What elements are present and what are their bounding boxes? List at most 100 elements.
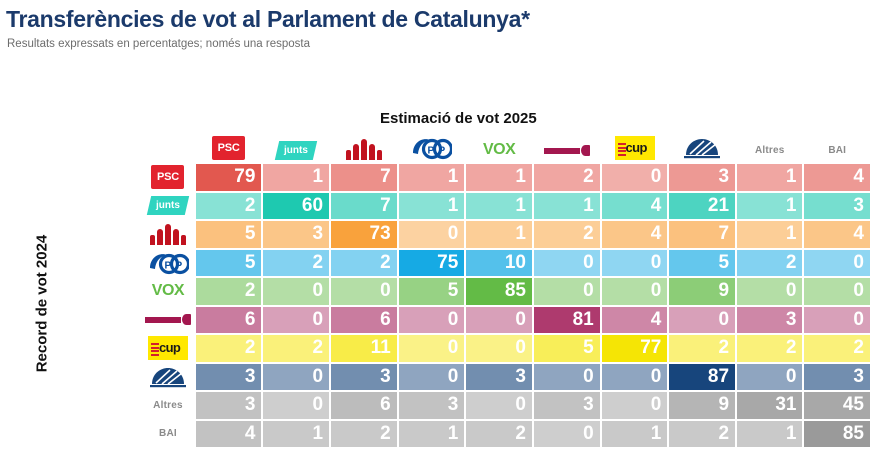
matrix-cell: 85	[804, 420, 870, 447]
matrix-cell: 3	[737, 306, 803, 333]
matrix-cell: 3	[195, 363, 262, 390]
matrix-cell: 73	[331, 221, 397, 248]
matrix-cell: 4	[601, 306, 668, 333]
altres-header-label: Altres	[153, 399, 183, 411]
matrix-cell: 2	[195, 192, 262, 219]
column-header-bai: BAI	[804, 132, 870, 162]
matrix-cell: 1	[737, 192, 803, 219]
matrix-cell: 0	[263, 392, 330, 419]
matrix-cell: 2	[263, 335, 330, 362]
matrix-cell: 0	[398, 306, 465, 333]
corner-cell	[142, 132, 194, 162]
row-header-vox: VOX	[142, 278, 194, 305]
row-header-comuns	[142, 307, 194, 334]
svg-text:P: P	[428, 146, 435, 157]
matrix-cell: 0	[398, 363, 465, 390]
matrix-cell: 4	[601, 192, 668, 219]
matrix-cell: 3	[331, 363, 397, 390]
matrix-cell: 2	[669, 420, 736, 447]
column-header-ac	[669, 132, 735, 162]
matrix-cell: 0	[263, 278, 330, 305]
matrix-cell: 1	[466, 164, 532, 191]
matrix-row: 3 0 3 0 3 0 0 87 0 3	[142, 363, 870, 390]
matrix-cell: 0	[466, 392, 532, 419]
column-header-erc	[331, 132, 397, 162]
matrix-cell: 3	[804, 192, 870, 219]
matrix-cell: 0	[601, 278, 668, 305]
matrix-cell: 0	[466, 335, 532, 362]
vox-logo-icon: VOX	[151, 282, 185, 300]
matrix-cell: 1	[601, 420, 668, 447]
matrix-cell: 1	[737, 420, 803, 447]
matrix-cell: 1	[263, 420, 330, 447]
matrix-cell: 9	[669, 278, 736, 305]
matrix-cell: 21	[669, 192, 736, 219]
matrix-cell: 5	[534, 335, 600, 362]
matrix-row: 5 3 73 0 1 2 4 7 1 4	[142, 221, 870, 248]
row-header-cup: cup	[142, 335, 194, 362]
matrix-row: P P 5 2 2 75 10 0 0 5 2 0	[142, 249, 870, 276]
matrix-cell: 2	[804, 335, 870, 362]
matrix-cell: 0	[534, 278, 600, 305]
matrix-cell: 3	[263, 221, 330, 248]
svg-text:P: P	[175, 260, 182, 271]
matrix-cell: 2	[195, 335, 262, 362]
matrix-cell: 3	[398, 392, 465, 419]
matrix-cell: 77	[601, 335, 668, 362]
matrix-cell: 7	[331, 164, 397, 191]
svg-text:P: P	[439, 146, 446, 157]
matrix-cell: 0	[398, 221, 465, 248]
matrix-cell: 0	[331, 278, 397, 305]
matrix-cell: 6	[331, 306, 397, 333]
matrix-cell: 1	[398, 164, 465, 191]
matrix-cell: 2	[534, 221, 600, 248]
matrix-cell: 87	[669, 363, 736, 390]
matrix-body: PSC 79 1 7 1 1 2 0 3 1 4 junts 2 60 7 1 1 1 4 21 1 3 5 3 73 0 1 2 4 7…	[142, 164, 870, 447]
matrix-cell: 2	[195, 278, 262, 305]
matrix-cell: 75	[398, 249, 465, 276]
alianca-catalana-logo-icon	[146, 365, 190, 389]
matrix-cell: 0	[534, 420, 600, 447]
matrix-cell: 4	[804, 164, 870, 191]
matrix-cell: 4	[804, 221, 870, 248]
junts-logo-icon: junts	[146, 196, 190, 216]
bai-header-label: BAI	[159, 428, 177, 440]
comuns-logo-icon	[543, 143, 590, 159]
matrix-cell: 5	[669, 249, 736, 276]
matrix-cell: 0	[601, 249, 668, 276]
column-header-comuns	[534, 132, 600, 162]
column-header-vox: VOX	[466, 132, 532, 162]
matrix-cell: 5	[195, 249, 262, 276]
matrix-cell: 5	[195, 221, 262, 248]
matrix-cell: 4	[601, 221, 668, 248]
bai-header-label: BAI	[828, 145, 847, 157]
matrix-cell: 81	[534, 306, 600, 333]
matrix-row: Altres 3 0 6 3 0 3 0 9 31 45	[142, 392, 870, 419]
matrix-cell: 0	[804, 249, 870, 276]
matrix-cell: 2	[534, 164, 600, 191]
alianca-catalana-logo-icon	[680, 136, 724, 160]
matrix-cell: 0	[804, 306, 870, 333]
matrix-cell: 3	[534, 392, 600, 419]
matrix-cell: 0	[601, 164, 668, 191]
matrix-cell: 2	[737, 335, 803, 362]
matrix-cell: 0	[737, 278, 803, 305]
matrix-row: BAI 4 1 2 1 2 0 1 2 1 85	[142, 420, 870, 447]
matrix-cell: 7	[669, 221, 736, 248]
matrix-cell: 2	[263, 249, 330, 276]
column-header-altres: Altres	[737, 132, 802, 162]
matrix-row: junts 2 60 7 1 1 1 4 21 1 3	[142, 192, 870, 219]
matrix-cell: 0	[398, 335, 465, 362]
matrix-cell: 2	[466, 420, 532, 447]
column-header-cup: cup	[602, 132, 668, 162]
matrix-cell: 0	[534, 249, 600, 276]
matrix-cell: 1	[398, 192, 465, 219]
vox-logo-icon: VOX	[483, 141, 516, 158]
matrix-cell: 1	[534, 192, 600, 219]
matrix-cell: 0	[263, 306, 330, 333]
matrix-cell: 3	[195, 392, 262, 419]
